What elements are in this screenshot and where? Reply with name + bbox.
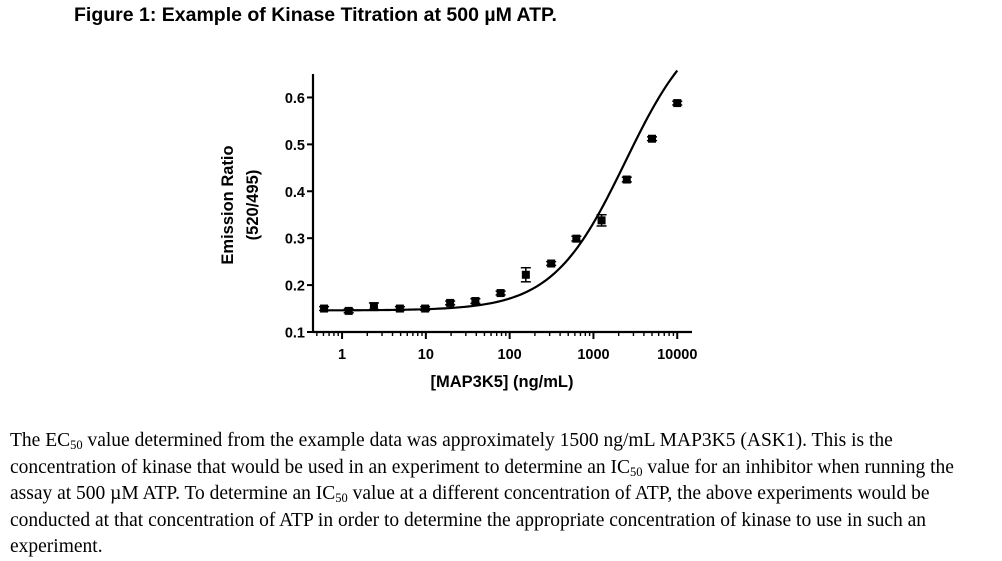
data-point <box>622 175 631 184</box>
data-point <box>648 134 657 143</box>
y-tick-label: 0.5 <box>285 138 305 154</box>
y-axis-label: (520/495) <box>244 170 262 241</box>
data-point <box>521 270 530 279</box>
caption-subscript: 50 <box>335 491 348 505</box>
x-tick-label: 100 <box>498 347 522 363</box>
x-axis-label: [MAP3K5] (ng/mL) <box>431 373 574 391</box>
y-tick-label: 0.1 <box>285 326 305 342</box>
y-axis-label: Emission Ratio <box>219 145 237 264</box>
data-point <box>597 216 606 225</box>
figure-caption: The EC50 value determined from the examp… <box>10 428 1000 561</box>
caption-text: value for an inhibitor when running the … <box>10 456 954 505</box>
x-tick-label: 10 <box>418 347 434 363</box>
caption-text: The EC <box>10 430 71 451</box>
titration-chart: 0.1 0.2 0.3 0.4 0.5 0.6 1 10 100 1000 10000 [MAP3K5… <box>219 69 697 391</box>
data-point <box>547 259 556 268</box>
caption-subscript: 50 <box>630 464 643 479</box>
caption-text: value at a different concentration of AT… <box>10 483 930 557</box>
caption-text: value determined from the example data w… <box>10 430 893 478</box>
x-tick-label: 1 <box>338 347 346 363</box>
y-tick-label: 0.6 <box>285 91 305 107</box>
data-point <box>572 234 581 243</box>
data-point <box>344 306 353 315</box>
data-point <box>369 302 378 311</box>
x-tick-label: 10000 <box>657 347 697 363</box>
data-point <box>395 304 404 313</box>
data-point <box>320 304 329 313</box>
data-point <box>673 99 682 108</box>
y-tick-label: 0.2 <box>285 279 305 295</box>
y-tick-label: 0.3 <box>285 232 305 248</box>
figure-title: Figure 1: Example of Kinase Titration at… <box>74 4 557 26</box>
data-point <box>446 298 455 307</box>
y-tick-label: 0.4 <box>285 185 305 201</box>
fit-curve <box>324 69 679 312</box>
caption-subscript: 50 <box>70 438 83 452</box>
data-point <box>421 304 430 313</box>
x-tick-label: 1000 <box>577 347 609 363</box>
data-point <box>496 289 505 298</box>
data-point <box>471 297 480 306</box>
